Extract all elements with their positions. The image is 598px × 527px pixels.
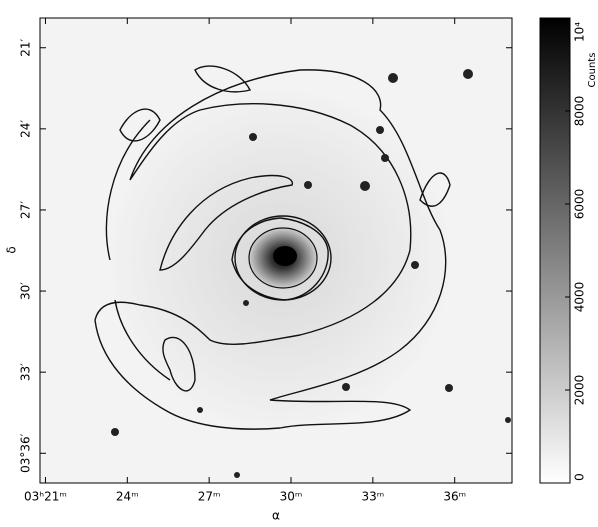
colorbar-tick-label: 0 — [573, 473, 587, 481]
colorbar-tick-label: 2000 — [573, 375, 587, 406]
y-tick-label: 27′ — [19, 201, 33, 219]
x-tick-label: 03ʰ21ᵐ — [24, 490, 67, 504]
x-tick-label: 27ᵐ — [198, 490, 221, 504]
y-axis-label: δ — [5, 246, 19, 253]
x-axis-label: α — [272, 509, 280, 523]
colorbar-tick-label: 8000 — [573, 96, 587, 127]
galaxy-image — [39, 17, 513, 484]
y-tick-label: 24′ — [19, 120, 33, 138]
colorbar-tick-label: 4000 — [573, 282, 587, 313]
y-tick-label: 21′ — [19, 38, 33, 56]
colorbar — [539, 17, 571, 484]
y-tick-label: 03°36′ — [19, 433, 33, 473]
x-tick-label: 33ᵐ — [361, 490, 384, 504]
colorbar-tick-label: 10⁴ — [573, 22, 587, 42]
x-tick-label: 36ᵐ — [443, 490, 466, 504]
x-tick-label: 24ᵐ — [116, 490, 139, 504]
y-tick-label: 33′ — [19, 363, 33, 381]
colorbar-label: Counts — [587, 53, 598, 88]
colorbar-tick-label: 6000 — [573, 189, 587, 220]
y-tick-label: 30′ — [19, 282, 33, 300]
x-tick-label: 30ᵐ — [280, 490, 303, 504]
